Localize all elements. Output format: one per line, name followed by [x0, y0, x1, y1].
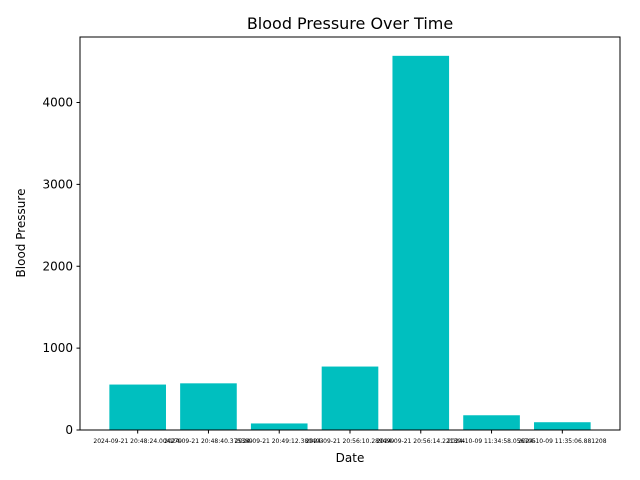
bar-2	[180, 383, 237, 430]
y-tick-label: 3000	[42, 177, 73, 191]
x-tick-label: 2024-09-21 20:56:14.221304	[376, 438, 465, 445]
x-tick-label: 2024-09-21 20:48:24.004279	[93, 438, 182, 445]
bar-4	[321, 366, 379, 430]
chart-title: Blood Pressure Over Time	[247, 14, 453, 33]
y-tick-label: 1000	[42, 341, 73, 355]
y-tick-label: 2000	[42, 259, 73, 273]
y-axis-ticks: 0 1000 2000 3000 4000	[42, 96, 80, 437]
x-tick-label: 2024-10-09 11:35:06.881208	[518, 438, 607, 445]
y-tick-label: 4000	[42, 96, 73, 110]
x-tick-label: 2024-09-21 20:56:10.289499	[306, 438, 395, 445]
bar-3	[250, 423, 308, 430]
x-tick-label: 2024-10-09 11:34:58.056705	[447, 438, 536, 445]
bar-1	[109, 384, 166, 430]
plot-frame	[79, 36, 621, 431]
y-axis-label: Blood Pressure	[14, 189, 28, 278]
bar-6	[463, 415, 520, 430]
bar-7	[534, 422, 591, 430]
x-tick-label: 2024-09-21 20:48:40.375389	[164, 438, 253, 445]
x-axis-label: Date	[336, 451, 365, 465]
bars-group	[109, 55, 591, 431]
bar-5	[392, 55, 450, 431]
y-tick-label: 0	[65, 423, 73, 437]
x-tick-label: 2024-09-21 20:49:12.380403	[235, 438, 324, 445]
